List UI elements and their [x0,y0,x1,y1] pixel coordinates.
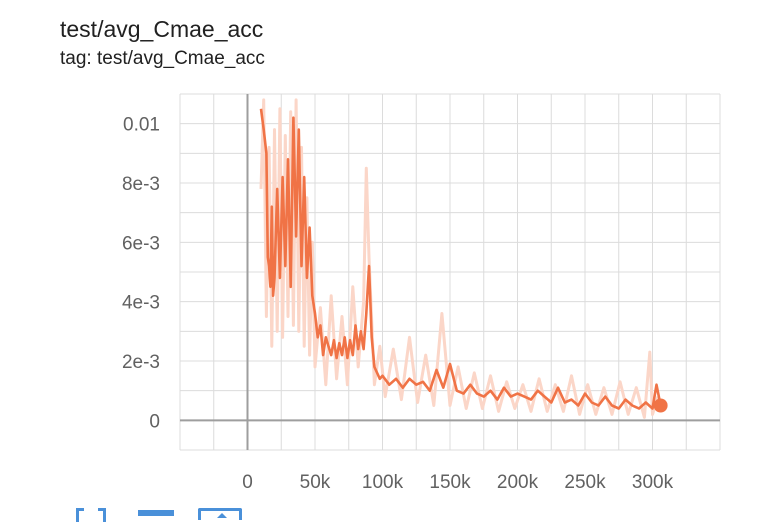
x-tick-label: 0 [242,472,253,493]
chart-tag-line: tag: test/avg_Cmae_acc [60,48,265,69]
x-tick-label: 100k [362,472,404,493]
raw-series-line [259,98,660,419]
x-tick-label: 200k [497,472,539,493]
fit-domain-icon [76,508,84,522]
y-tick-label: 0 [149,411,160,432]
y-tick-label: 0.01 [123,115,160,136]
chart-title: test/avg_Cmae_acc [60,16,264,42]
x-tick-label: 150k [429,472,471,493]
smoothed-series-line [259,108,662,410]
axes [180,94,720,450]
log-scale-button[interactable] [138,510,174,516]
raw-series [259,98,660,419]
y-tick-label: 8e-3 [122,174,160,195]
fit-domain-button[interactable] [76,508,106,522]
x-tick-label: 250k [564,472,606,493]
y-tick-label: 6e-3 [122,233,160,254]
x-tick-label: 50k [300,472,331,493]
y-tick-label: 4e-3 [122,293,160,314]
smoothed-series [259,108,668,413]
y-tick-label: 2e-3 [122,352,160,373]
fit-domain-icon-right [98,508,106,522]
last-point-marker [653,398,668,413]
download-button[interactable] [198,508,242,520]
tick-labels: 0 50k 100k 150k 200k 250k 300k 0 2e-3 4e-3 6e-3 8e-… [122,115,674,493]
x-tick-label: 300k [632,472,674,493]
